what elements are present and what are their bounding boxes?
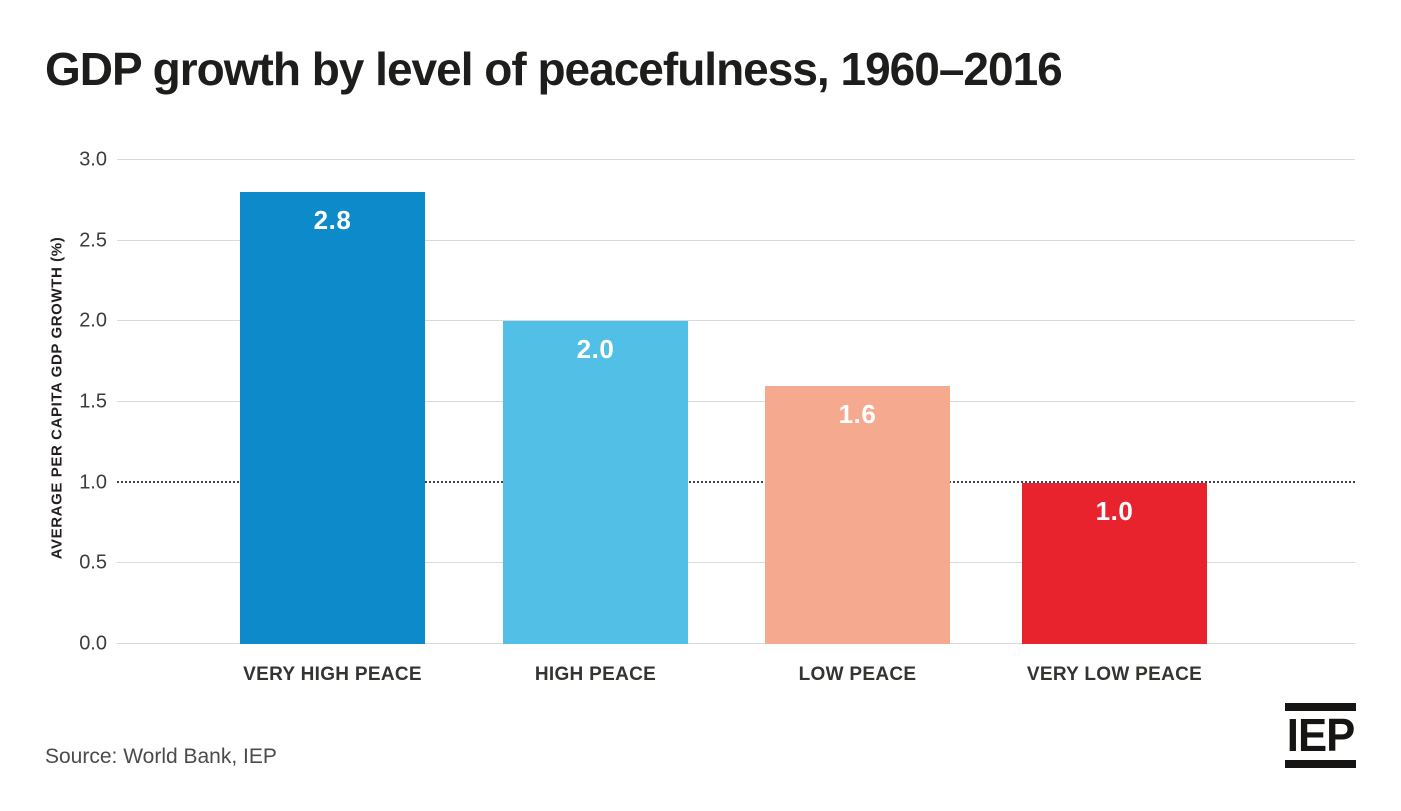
bar-value-label: 1.0 <box>1095 495 1134 526</box>
gridline <box>117 643 1355 644</box>
iep-logo-top-bar <box>1285 703 1356 711</box>
x-category-label: VERY LOW PEACE <box>1026 664 1203 685</box>
x-category-label: VERY HIGH PEACE <box>243 664 422 685</box>
y-tick-label: 2.0 <box>79 309 107 332</box>
reference-line <box>117 480 1355 483</box>
source-note: Source: World Bank, IEP <box>45 745 277 768</box>
gridline <box>117 320 1355 322</box>
iep-logo-bottom-bar <box>1285 760 1356 768</box>
x-category-label: LOW PEACE <box>798 664 917 685</box>
y-tick-label: 2.5 <box>79 229 107 252</box>
chart-title: GDP growth by level of peacefulness, 196… <box>45 43 1063 95</box>
y-tick-label: 0.5 <box>79 551 107 574</box>
bar-value-label: 2.8 <box>313 205 352 236</box>
bar-value-label: 2.0 <box>576 334 615 365</box>
y-tick-label: 0.0 <box>79 632 107 655</box>
iep-logo-text: IEP <box>1286 709 1356 761</box>
gridline <box>117 239 1355 241</box>
y-tick-label: 1.5 <box>79 390 107 413</box>
gridline <box>117 562 1355 564</box>
bar: 2.0 <box>503 321 688 644</box>
y-tick-label: 1.0 <box>79 471 107 494</box>
gridline <box>117 159 1355 160</box>
bar-value-label: 1.6 <box>838 398 877 429</box>
bar: 1.6 <box>765 385 950 644</box>
bar: 1.0 <box>1022 482 1207 644</box>
iep-logo: IEP <box>1285 703 1356 768</box>
plot-area: 2.8 2.0 1.6 1.0 <box>117 159 1355 644</box>
y-tick-label: 3.0 <box>79 148 107 171</box>
x-category-label: HIGH PEACE <box>534 664 657 685</box>
gridline <box>117 401 1355 402</box>
bar: 2.8 <box>240 192 425 644</box>
